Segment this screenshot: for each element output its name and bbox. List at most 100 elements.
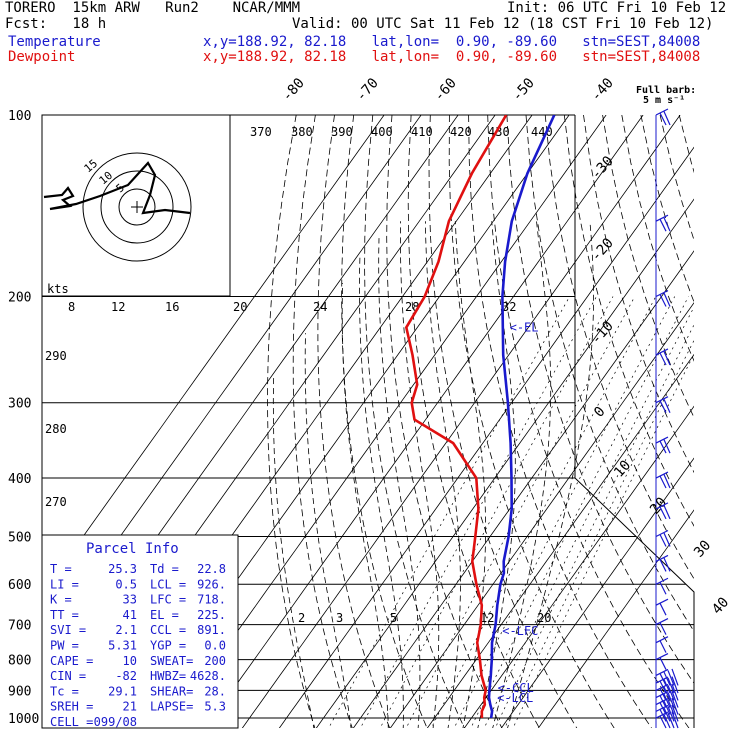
hodograph-ring (82, 152, 192, 262)
mixing-ratio-label-lower: 20 (537, 611, 551, 625)
moist-adiabat (492, 221, 552, 728)
right-boundary-slant (574, 477, 695, 728)
parcel-info-key: HWBZ= (150, 669, 186, 683)
mixing-ratio-line (360, 296, 597, 728)
mixing-ratio-label: 20 (233, 300, 247, 314)
wind-barb-flag (667, 699, 675, 715)
dry-adiabat (448, 115, 615, 728)
dry-adiabat (563, 115, 694, 527)
wind-barb-flag (659, 673, 667, 686)
wind-barb-flag (663, 398, 671, 413)
parcel-info-key: Tc = (50, 684, 79, 698)
theta-e-label: 400 (371, 125, 393, 139)
isotherm-label: 0 (591, 404, 609, 421)
mixing-ratio-label: 32 (502, 300, 516, 314)
wind-barb (655, 668, 669, 676)
valid-time-label: Valid: 00 UTC Sat 11 Feb 12 (18 CST Fri … (292, 16, 714, 32)
pressure-tick-label: 600 (8, 578, 31, 593)
dry-adiabat (659, 115, 694, 241)
parcel-info-key: K = (50, 593, 72, 607)
theta-e-label: 390 (331, 125, 353, 139)
wind-barb (655, 618, 669, 626)
dry-adiabat (506, 115, 694, 684)
mixing-ratio-line (405, 296, 636, 728)
wind-barb-flag (671, 704, 679, 722)
wind-barb (655, 214, 669, 222)
barb-legend-title: Full barb: (636, 85, 696, 96)
parcel-info-value: 0.5 (115, 577, 137, 591)
level-marker-label: <-EL (510, 320, 539, 334)
mixing-ratio-line (328, 296, 571, 728)
parcel-info-value: 225. (197, 608, 226, 622)
dry-adiabat (544, 115, 694, 580)
wind-barb (655, 108, 669, 116)
isotherm-label: -50 (509, 75, 538, 105)
wind-barb (655, 676, 669, 684)
parcel-info-value: 33 (123, 593, 137, 607)
pressure-tick-label: 700 (8, 619, 31, 634)
pressure-tick-label: 200 (8, 291, 31, 306)
wind-barb-flag (659, 440, 667, 454)
parcel-info-key: T = (50, 562, 72, 576)
temperature-trace (487, 115, 556, 719)
wind-barb (655, 502, 669, 510)
wind-barb-flag (659, 294, 667, 307)
level-marker-label: <-LCL (497, 691, 533, 705)
isotherm-line (204, 115, 644, 728)
mixing-ratio-label: 24 (313, 300, 327, 314)
wind-barb (655, 348, 669, 356)
parcel-info-key: LI = (50, 577, 79, 591)
wind-barb-flag (659, 581, 667, 595)
dry-adiabat (317, 115, 391, 728)
isotherm-label: 10 (611, 457, 634, 480)
mixing-ratio-label-lower: 12 (480, 611, 494, 625)
parcel-info-key: LFC = (150, 593, 186, 607)
theta-e-label: 370 (250, 125, 272, 139)
dry-adiabat (525, 115, 694, 632)
wind-barb-flag (667, 712, 675, 729)
wind-barb-flag (659, 715, 667, 729)
wind-barb-flag (667, 685, 675, 701)
isotherm-line (241, 115, 681, 728)
level-marker-label: <-LFC (502, 624, 538, 638)
wind-barb-flag (663, 714, 671, 729)
mixing-ratio-line (453, 296, 676, 728)
parcel-info-title: Parcel Info (86, 541, 179, 557)
wind-barb-flag (663, 707, 671, 722)
theta-label: 270 (45, 495, 67, 509)
moist-adiabat (359, 253, 404, 728)
pressure-tick-label: 100 (8, 109, 31, 124)
parcel-info-value: 891. (197, 623, 226, 637)
dry-adiabat (364, 115, 465, 728)
wind-barb-flag (667, 706, 675, 722)
parcel-info-value: 718. (197, 593, 226, 607)
dry-adiabat (583, 115, 694, 474)
theta-label: 280 (45, 422, 67, 436)
theta-e-label: 420 (450, 125, 472, 139)
wind-barb-flag (659, 657, 667, 670)
mixing-ratio-label: 16 (165, 300, 179, 314)
wind-barb (655, 436, 669, 444)
parcel-info-key: CCL = (150, 623, 186, 637)
temperature-legend-label: Temperature (8, 34, 101, 50)
wind-barb (655, 471, 669, 479)
wind-barb-flag (659, 602, 667, 616)
isotherm-label: 30 (691, 537, 714, 560)
dry-adiabat (267, 115, 316, 728)
model-run-label: TORERO 15km ARW Run2 NCAR/MMM (5, 0, 301, 16)
mixing-ratio-label: 8 (68, 300, 75, 314)
parcel-info-value: 5.3 (204, 700, 226, 714)
mixing-ratio-label-lower: 3 (336, 611, 343, 625)
wind-barb-flag (671, 690, 679, 708)
theta-e-label: 380 (291, 125, 313, 139)
isotherm-label: -70 (353, 75, 382, 105)
dry-adiabat (386, 115, 503, 728)
theta-label: 290 (45, 349, 67, 363)
parcel-info-key: CELL = (50, 715, 93, 729)
parcel-info-key: SREH = (50, 700, 93, 714)
barb-legend-unit: 5 m s⁻¹ (643, 95, 685, 106)
wind-barb-flag (659, 622, 667, 635)
hodograph-trace (43, 161, 191, 215)
parcel-info-key: SWEAT= (150, 654, 193, 668)
wind-barb-flag (663, 111, 671, 126)
